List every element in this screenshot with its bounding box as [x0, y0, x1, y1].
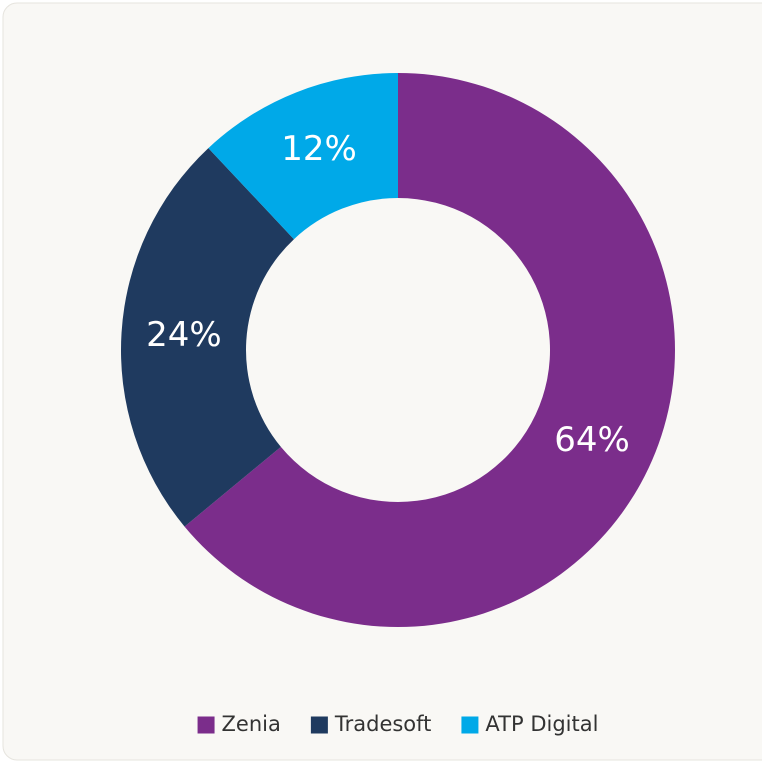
data-label: 24% [146, 315, 222, 355]
legend-swatch [310, 716, 328, 734]
slice [184, 73, 675, 627]
slice [120, 148, 294, 527]
data-label: 64% [554, 420, 630, 460]
legend-label: Tradesoft [334, 712, 432, 736]
legend-swatch [461, 716, 479, 734]
legend-swatch [197, 716, 215, 734]
legend-label: ATP Digital [485, 712, 598, 736]
data-label: 12% [281, 129, 357, 169]
legend-label: Zenia [222, 712, 281, 736]
slice [208, 73, 398, 240]
